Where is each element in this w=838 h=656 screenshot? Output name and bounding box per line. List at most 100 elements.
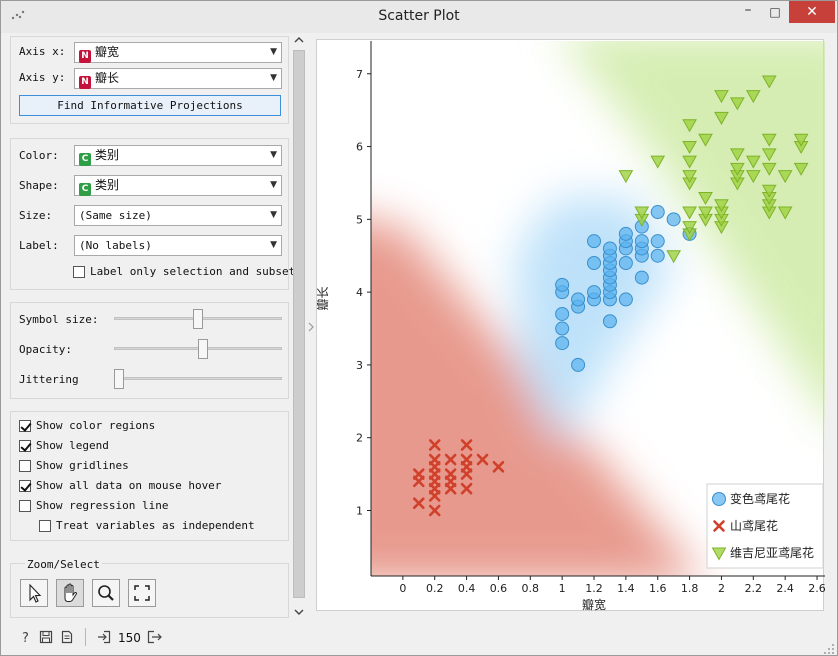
jittering-slider[interactable] — [114, 369, 282, 389]
data-point — [460, 453, 473, 466]
chevron-down-icon: ▼ — [270, 150, 277, 160]
checkbox-box[interactable] — [19, 480, 31, 492]
data-point — [618, 292, 633, 307]
show-gridlines-text: Show gridlines — [36, 459, 129, 472]
checkbox-box[interactable] — [39, 520, 51, 532]
scroll-down-icon[interactable] — [291, 606, 307, 618]
show-color-regions-text: Show color regions — [36, 419, 156, 432]
data-point — [777, 206, 793, 220]
x-axis-title: 瓣宽 — [582, 597, 606, 612]
resize-grip-icon[interactable] — [823, 643, 835, 655]
axis-y-label: Axis y: — [19, 71, 66, 84]
axis-y-select[interactable]: N 瓣长 ▼ — [74, 68, 282, 89]
y-tick-label: 7 — [356, 68, 363, 81]
data-point — [634, 270, 649, 285]
data-point — [698, 206, 713, 220]
x-tick-label: 0 — [399, 582, 406, 595]
slider-groove — [114, 377, 282, 380]
axis-x-select[interactable]: N 瓣宽 ▼ — [74, 42, 282, 63]
pointer-icon — [29, 583, 42, 603]
data-point — [682, 170, 697, 184]
data-point — [682, 119, 697, 133]
checkbox-box[interactable] — [19, 420, 31, 432]
data-point — [730, 162, 745, 176]
scroll-up-icon[interactable] — [291, 34, 307, 46]
data-point — [650, 155, 666, 169]
data-point — [618, 170, 634, 184]
chevron-down-icon: ▼ — [270, 47, 277, 57]
data-point — [634, 234, 649, 249]
data-point — [460, 439, 473, 451]
data-points — [412, 75, 809, 517]
size-value: (Same size) — [79, 209, 152, 222]
label-label: Label: — [19, 239, 59, 252]
window-title: Scatter Plot — [378, 8, 460, 24]
select-tool-button[interactable] — [20, 579, 48, 607]
legend-marker — [711, 547, 727, 561]
pan-tool-button[interactable] — [56, 579, 84, 607]
control-area-scrollbar[interactable] — [291, 34, 307, 620]
minimize-icon[interactable]: – — [744, 2, 752, 18]
close-icon[interactable]: ✕ — [789, 1, 835, 23]
data-point — [698, 191, 713, 206]
plot-area[interactable]: 0 0.2 0.4 0.6 0.8 1 1.2 1.4 1.6 1.8 2 2.2 2.4 2.6 1 2 3 4… — [316, 39, 826, 612]
data-point — [730, 148, 745, 162]
data-point — [761, 184, 777, 198]
x-tick-label: 1.6 — [649, 582, 667, 595]
scatter-plot-chart[interactable]: 0 0.2 0.4 0.6 0.8 1 1.2 1.4 1.6 1.8 2 2.2 2.4 2.6 1 2 3 4… — [316, 40, 826, 612]
slider-handle[interactable] — [193, 309, 203, 329]
data-point — [650, 248, 665, 263]
shape-select[interactable]: C 类别 ▼ — [74, 175, 282, 196]
jittering-label: Jittering — [19, 373, 79, 386]
reset-zoom-button[interactable] — [128, 579, 156, 607]
x-tick-label: 1.4 — [617, 582, 635, 595]
x-tick-label: 2.2 — [745, 582, 763, 595]
data-point — [745, 155, 761, 169]
report-icon[interactable] — [60, 630, 74, 644]
data-point — [682, 141, 697, 155]
color-select[interactable]: C 类别 ▼ — [74, 145, 282, 166]
slider-handle[interactable] — [198, 339, 209, 359]
help-icon[interactable]: ? — [19, 630, 33, 644]
chevron-down-icon: ▼ — [270, 180, 277, 190]
zoom-tool-button[interactable] — [92, 579, 120, 607]
chevron-down-icon: ▼ — [270, 73, 277, 83]
data-point — [698, 133, 713, 147]
shape-label: Shape: — [19, 179, 59, 192]
legend-label: 变色鸢尾花 — [730, 491, 790, 506]
opacity-slider[interactable] — [114, 339, 282, 359]
x-tick-label: 2 — [718, 582, 725, 595]
checkbox-box[interactable] — [19, 440, 31, 452]
data-point — [634, 206, 650, 220]
opacity-label: Opacity: — [19, 343, 72, 356]
label-select[interactable]: (No labels) ▼ — [74, 235, 282, 256]
data-point — [428, 504, 441, 517]
data-point — [666, 250, 682, 264]
data-point — [602, 314, 617, 329]
numeric-variable-icon: N — [79, 76, 91, 89]
data-point — [618, 226, 633, 241]
fit-view-icon — [134, 585, 150, 601]
maximize-icon[interactable]: □ — [769, 5, 781, 19]
data-point — [714, 90, 729, 104]
options-panel — [10, 411, 289, 541]
checkbox-box[interactable] — [19, 460, 31, 472]
checkbox-box[interactable] — [73, 266, 85, 278]
y-tick-label: 1 — [356, 504, 363, 517]
splitter-handle-icon[interactable] — [307, 321, 315, 333]
app-icon — [11, 10, 25, 20]
legend-box — [706, 483, 824, 569]
data-point — [476, 453, 489, 466]
checkbox-box[interactable] — [19, 500, 31, 512]
symbol-size-slider[interactable] — [114, 309, 282, 329]
slider-handle[interactable] — [114, 369, 124, 389]
y-tick-label: 2 — [356, 432, 363, 445]
chevron-down-icon: ▼ — [270, 240, 277, 250]
axis-x-label: Axis x: — [19, 45, 66, 58]
scrollbar-thumb[interactable] — [293, 50, 305, 598]
size-select[interactable]: (Same size) ▼ — [74, 205, 282, 226]
save-icon[interactable] — [39, 630, 53, 644]
find-informative-projections-button[interactable]: Find Informative Projections — [19, 95, 281, 116]
color-label: Color: — [19, 149, 59, 162]
